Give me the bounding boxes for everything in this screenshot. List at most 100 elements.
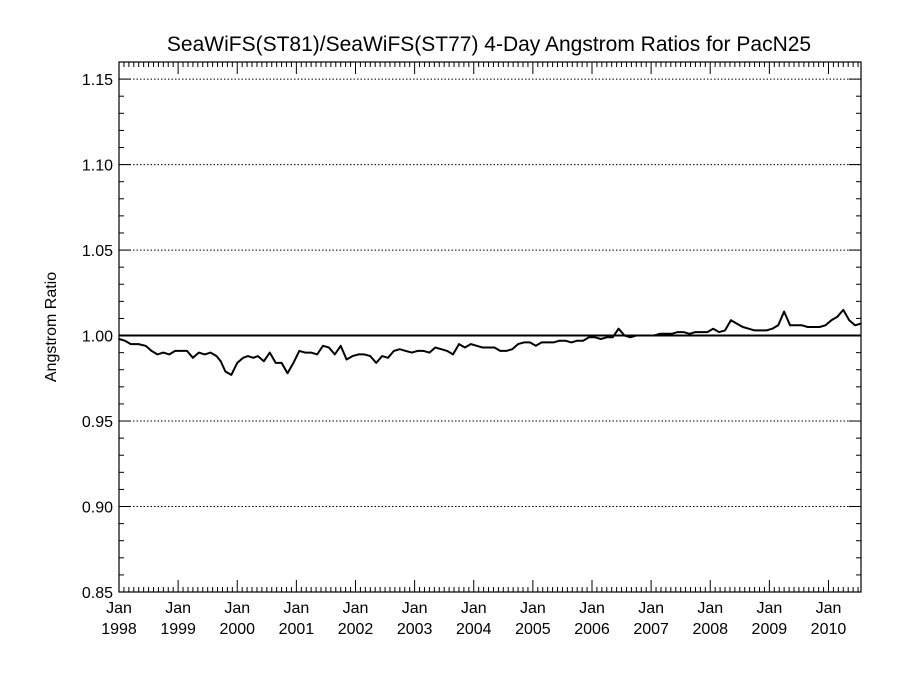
data-point	[617, 327, 620, 330]
data-point	[224, 370, 227, 373]
data-point	[535, 345, 537, 347]
data-point	[452, 353, 454, 356]
data-point	[180, 350, 182, 352]
data-point	[130, 343, 132, 345]
data-point	[665, 333, 667, 335]
data-point	[771, 327, 774, 330]
y-tick-label: 1.00	[82, 329, 113, 346]
data-point	[487, 346, 490, 349]
data-point	[428, 351, 431, 354]
data-point	[564, 339, 567, 342]
data-point	[168, 353, 171, 356]
data-point	[582, 339, 584, 342]
data-point	[540, 341, 543, 344]
data-point	[280, 362, 283, 364]
x-tick-month-label: Jan	[402, 600, 428, 617]
data-point	[399, 348, 401, 351]
data-point	[600, 338, 602, 340]
data-point	[381, 355, 383, 357]
plot-frame	[118, 61, 862, 593]
x-tick-month-label: Jan	[638, 600, 664, 617]
data-point	[629, 336, 632, 339]
x-tick-month-label: Jan	[579, 600, 605, 617]
x-tick-month-label: Jan	[224, 600, 250, 617]
x-tick-month-label: Jan	[106, 600, 132, 617]
tick-labels: 0.85 0.90 0.95 1.00 1.05 1.10 1.15 Jan 1998 Jan 19…	[82, 72, 847, 638]
data-point	[842, 309, 845, 311]
data-point	[724, 329, 726, 332]
data-point	[700, 331, 703, 333]
data-point	[150, 350, 153, 352]
x-tick-year-label: 2010	[811, 621, 847, 638]
x-tick-month-label: Jan	[343, 600, 369, 617]
y-tick-label: 0.95	[82, 414, 113, 431]
data-point	[475, 345, 478, 347]
data-point	[854, 324, 856, 327]
data-point	[124, 339, 126, 342]
data-point	[464, 346, 466, 349]
axis-ticks	[118, 61, 861, 593]
data-point	[322, 345, 324, 347]
x-tick-month-label: Jan	[756, 600, 782, 617]
data-point	[230, 374, 233, 376]
data-point	[653, 334, 655, 337]
data-point	[393, 350, 395, 352]
data-point	[316, 353, 318, 356]
data-point	[242, 356, 244, 359]
data-point	[339, 345, 342, 347]
y-tick-label: 0.90	[82, 500, 113, 517]
data-point	[765, 329, 768, 332]
data-point	[310, 351, 312, 354]
data-point	[198, 351, 200, 354]
data-point	[268, 351, 271, 354]
data-point	[712, 327, 714, 330]
data-point	[469, 343, 472, 345]
x-tick-year-label: 2006	[574, 621, 610, 638]
data-point	[730, 319, 732, 321]
data-point	[357, 353, 360, 356]
data-point	[274, 362, 277, 364]
data-point	[387, 356, 389, 359]
y-axis-label: Angstrom Ratio	[43, 272, 60, 382]
data-point	[570, 341, 573, 344]
data-point	[292, 362, 295, 364]
data-point	[186, 350, 188, 352]
data-point	[594, 336, 596, 339]
data-point	[623, 334, 626, 337]
x-tick-year-label: 1998	[101, 621, 137, 638]
data-point	[363, 353, 366, 356]
data-point	[806, 326, 809, 328]
data-point	[641, 334, 644, 337]
series-group	[118, 308, 862, 376]
x-tick-year-label: 2008	[692, 621, 728, 638]
data-point	[777, 324, 780, 327]
data-point	[676, 331, 679, 333]
y-tick-label: 1.15	[82, 72, 113, 89]
data-point	[257, 355, 259, 357]
data-point	[369, 355, 372, 357]
data-point	[252, 356, 255, 359]
data-point	[848, 319, 850, 321]
data-point	[605, 336, 608, 339]
x-tick-year-label: 2003	[397, 621, 433, 638]
data-point	[416, 350, 419, 352]
data-point	[818, 326, 821, 328]
x-tick-month-label: Jan	[283, 600, 309, 617]
data-point	[174, 350, 176, 352]
data-point	[812, 326, 815, 328]
data-point	[446, 350, 448, 352]
data-point	[505, 350, 508, 352]
data-point	[493, 346, 496, 349]
data-point	[529, 341, 531, 344]
y-tick-label: 1.10	[82, 158, 113, 175]
data-point	[753, 329, 756, 332]
data-point	[298, 350, 301, 352]
data-point	[671, 333, 673, 335]
data-point	[422, 350, 425, 352]
data-point	[747, 327, 750, 330]
data-point	[328, 346, 330, 349]
data-point	[434, 346, 437, 349]
y-tick-label: 0.85	[82, 585, 113, 602]
